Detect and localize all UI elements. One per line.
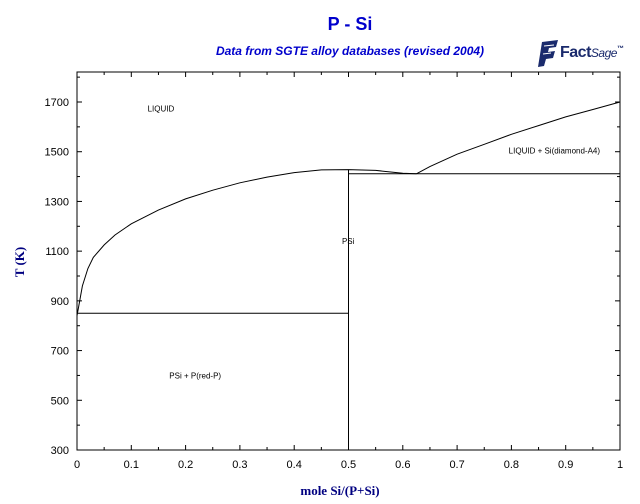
factsage-logo-icon xyxy=(538,40,558,67)
logo-brand: Fact xyxy=(560,44,591,61)
x-axis-ticks: 0 0.1 0.2 0.3 0.4 0.5 0.6 0.7 0.8 0.9 1 xyxy=(74,72,623,471)
y-axis-ticks: 300 500 700 900 1100 1300 1500 1700 xyxy=(45,76,620,457)
region-label: PSi + P(red-P) xyxy=(169,371,221,380)
y-tick-label: 300 xyxy=(51,445,69,457)
y-tick-label: 1100 xyxy=(45,246,69,258)
region-labels: LIQUID LIQUID + Si(diamond-A4) PSi PSi + P(… xyxy=(148,104,601,380)
x-tick-label: 0.4 xyxy=(287,459,302,471)
chart-subtitle: Data from SGTE alloy databases (revised … xyxy=(215,44,485,58)
x-tick-label: 0.5 xyxy=(341,459,356,471)
phase-boundary-line xyxy=(76,169,417,316)
y-tick-label: 1500 xyxy=(45,147,69,159)
factsage-logo: FactSage™ xyxy=(538,38,638,74)
logo-trademark: ™ xyxy=(616,45,624,53)
x-tick-label: 0.2 xyxy=(178,459,193,471)
chart-title: P - Si xyxy=(327,14,373,34)
factsage-logo-text: FactSage™ xyxy=(560,44,624,62)
y-tick-label: 1300 xyxy=(45,196,69,208)
y-tick-label: 700 xyxy=(51,346,69,358)
region-label: PSi xyxy=(342,237,355,246)
x-tick-label: 0.9 xyxy=(558,459,573,471)
x-tick-label: 0.8 xyxy=(504,459,519,471)
phase-boundaries xyxy=(76,101,621,450)
x-tick-label: 0.3 xyxy=(232,459,247,471)
region-label: LIQUID + Si(diamond-A4) xyxy=(509,147,601,156)
y-tick-label: 500 xyxy=(51,395,69,407)
y-tick-label: 1700 xyxy=(45,97,69,109)
x-tick-label: 0 xyxy=(74,459,80,471)
x-tick-label: 0.1 xyxy=(124,459,139,471)
x-tick-label: 0.7 xyxy=(449,459,464,471)
region-label: LIQUID xyxy=(148,104,175,113)
x-tick-label: 0.6 xyxy=(395,459,410,471)
y-axis-label: T (K) xyxy=(12,247,27,277)
x-tick-label: 1 xyxy=(617,459,623,471)
phase-boundary-line xyxy=(416,101,621,175)
x-axis-label: mole Si/(P+Si) xyxy=(300,483,379,498)
logo-suffix: Sage xyxy=(590,46,618,60)
y-tick-label: 900 xyxy=(51,296,69,308)
